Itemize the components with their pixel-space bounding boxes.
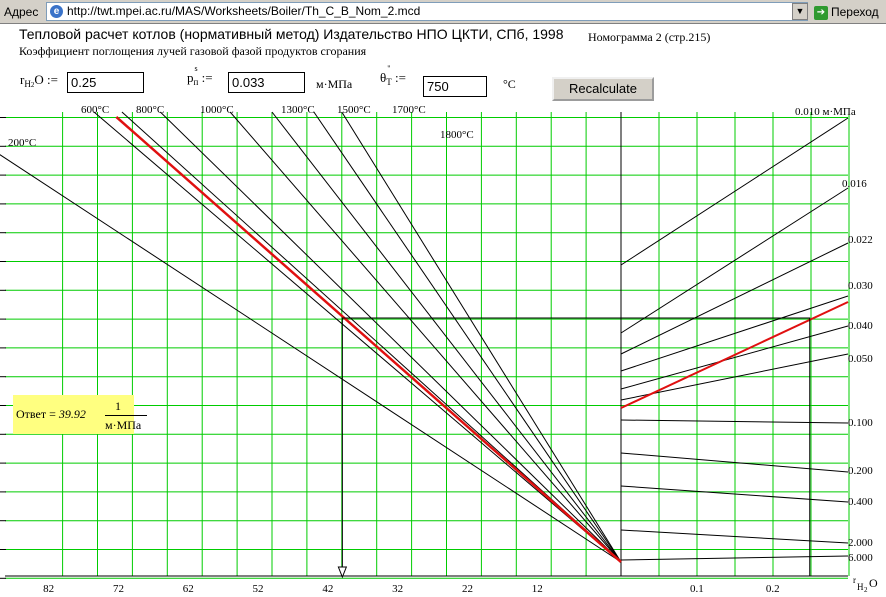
theta-unit: °C [503, 77, 516, 91]
url-input[interactable]: e http://twt.mpei.ac.ru/MAS/Worksheets/B… [46, 2, 808, 21]
theta-field[interactable]: 750 [423, 76, 487, 97]
pressure-line [620, 242, 849, 355]
x-tick-label: 12 [532, 583, 543, 595]
temperature-line [0, 154, 622, 563]
pressure-label: 0.040 [848, 320, 873, 332]
answer-arrow-icon [337, 566, 348, 579]
temperature-line [271, 111, 622, 563]
x-axis-label-sub: H [857, 582, 864, 592]
result-temperature-line [115, 116, 622, 563]
x-tick-label: 0.1 [690, 583, 704, 595]
r-tail: O := [34, 72, 58, 87]
x-axis-label-r: r [853, 575, 856, 585]
x-tick-label: 0.2 [766, 583, 780, 595]
r-h2o-field[interactable]: 0.25 [67, 72, 144, 93]
pressure-line [620, 295, 849, 372]
pp-unit: м·МПа [316, 77, 353, 91]
nomogram-label: Номограмма 2 (стр.215) [588, 30, 711, 44]
temperature-label: 1800°C [440, 129, 474, 141]
page-icon: e [50, 5, 63, 18]
pressure-label: 0.016 [842, 178, 867, 190]
pressure-line [620, 187, 849, 334]
pressure-label: 2.000 [848, 537, 873, 549]
temperature-label: 200°C [8, 137, 36, 149]
pressure-label: 0.050 [848, 353, 873, 365]
pressure-label: 0.030 [848, 280, 873, 292]
address-label: Адрес [4, 5, 39, 19]
go-button[interactable]: ➔ Переход [814, 2, 884, 22]
temperature-label: 600°C [81, 104, 109, 116]
theta-symbol: θ [380, 70, 387, 85]
pressure-label: 0.100 [848, 417, 873, 429]
x-tick-label: 22 [462, 583, 473, 595]
answer-value: 39.92 [58, 407, 86, 421]
r-sub: H [24, 79, 31, 89]
x-tick-label: 72 [113, 583, 124, 595]
temperature-label: 1300°C [281, 104, 315, 116]
pressure-label: 0.200 [848, 465, 873, 477]
go-label: Переход [831, 5, 879, 19]
r-h2o-label: rH2O := [20, 72, 58, 89]
theta-label: θ " T := [380, 64, 406, 87]
answer-fraction-bar [105, 415, 147, 416]
temperature-label: 1000°C [200, 104, 234, 116]
nomogram-chart: 200°C 600°C 800°C 1000°C 1300°C 1500°C 1700°C 1… [0, 104, 878, 595]
temperature-line [93, 111, 622, 563]
temperature-label: 1500°C [337, 104, 371, 116]
answer-prefix: Ответ = [16, 407, 59, 421]
theta-sub: T [386, 77, 392, 87]
go-arrow-icon: ➔ [814, 5, 828, 20]
r-symbol: r [20, 72, 25, 87]
theta-sup: " [387, 64, 391, 73]
temperature-label: 1700°C [392, 104, 426, 116]
x-axis-label-tail: O [869, 576, 878, 590]
dropdown-arrow-icon[interactable]: ▼ [792, 3, 808, 20]
p-tail: := [201, 70, 213, 85]
pressure-label: 0.010 м·МПа [795, 106, 856, 118]
url-text: http://twt.mpei.ac.ru/MAS/Worksheets/Boi… [67, 4, 421, 18]
p-sub: п [193, 77, 199, 87]
address-bar: Адрес e http://twt.mpei.ac.ru/MAS/Worksh… [0, 0, 886, 24]
temperature-line [313, 111, 622, 563]
answer-numerator: 1 [115, 399, 121, 413]
x-tick-label: 62 [183, 583, 194, 595]
x-tick-label: 42 [322, 583, 333, 595]
theta-tail: := [394, 70, 406, 85]
recalculate-button[interactable]: Recalculate [552, 77, 654, 101]
temperature-line [341, 111, 622, 563]
construction-path [341, 317, 811, 576]
pressure-label: 0.400 [848, 496, 873, 508]
answer-denominator: м·МПа [105, 418, 142, 432]
p-symbol: p [187, 70, 194, 85]
pressure-label: 6.000 [848, 552, 873, 564]
r-sub2: 2 [30, 81, 35, 89]
x-tick-label: 82 [43, 583, 54, 595]
answer-text: Ответ = 39.92 [16, 407, 86, 422]
p-sup: s [194, 64, 198, 73]
x-axis-label-sub2: 2 [864, 586, 868, 594]
page-subtitle: Коэффициент поглощения лучей газовой фаз… [19, 44, 367, 58]
x-tick-label: 32 [392, 583, 403, 595]
answer-box: Ответ = 39.92 1 м·МПа [13, 395, 147, 434]
pressure-label: 0.022 [848, 234, 873, 246]
x-tick-label: 52 [253, 583, 264, 595]
temperature-line [159, 111, 622, 563]
pressure-line [620, 117, 849, 266]
page-title: Тепловой расчет котлов (нормативный мето… [19, 26, 564, 42]
temperature-line [229, 111, 622, 563]
temperature-label: 800°C [136, 104, 164, 116]
pp-field[interactable]: 0.033 [228, 72, 305, 93]
